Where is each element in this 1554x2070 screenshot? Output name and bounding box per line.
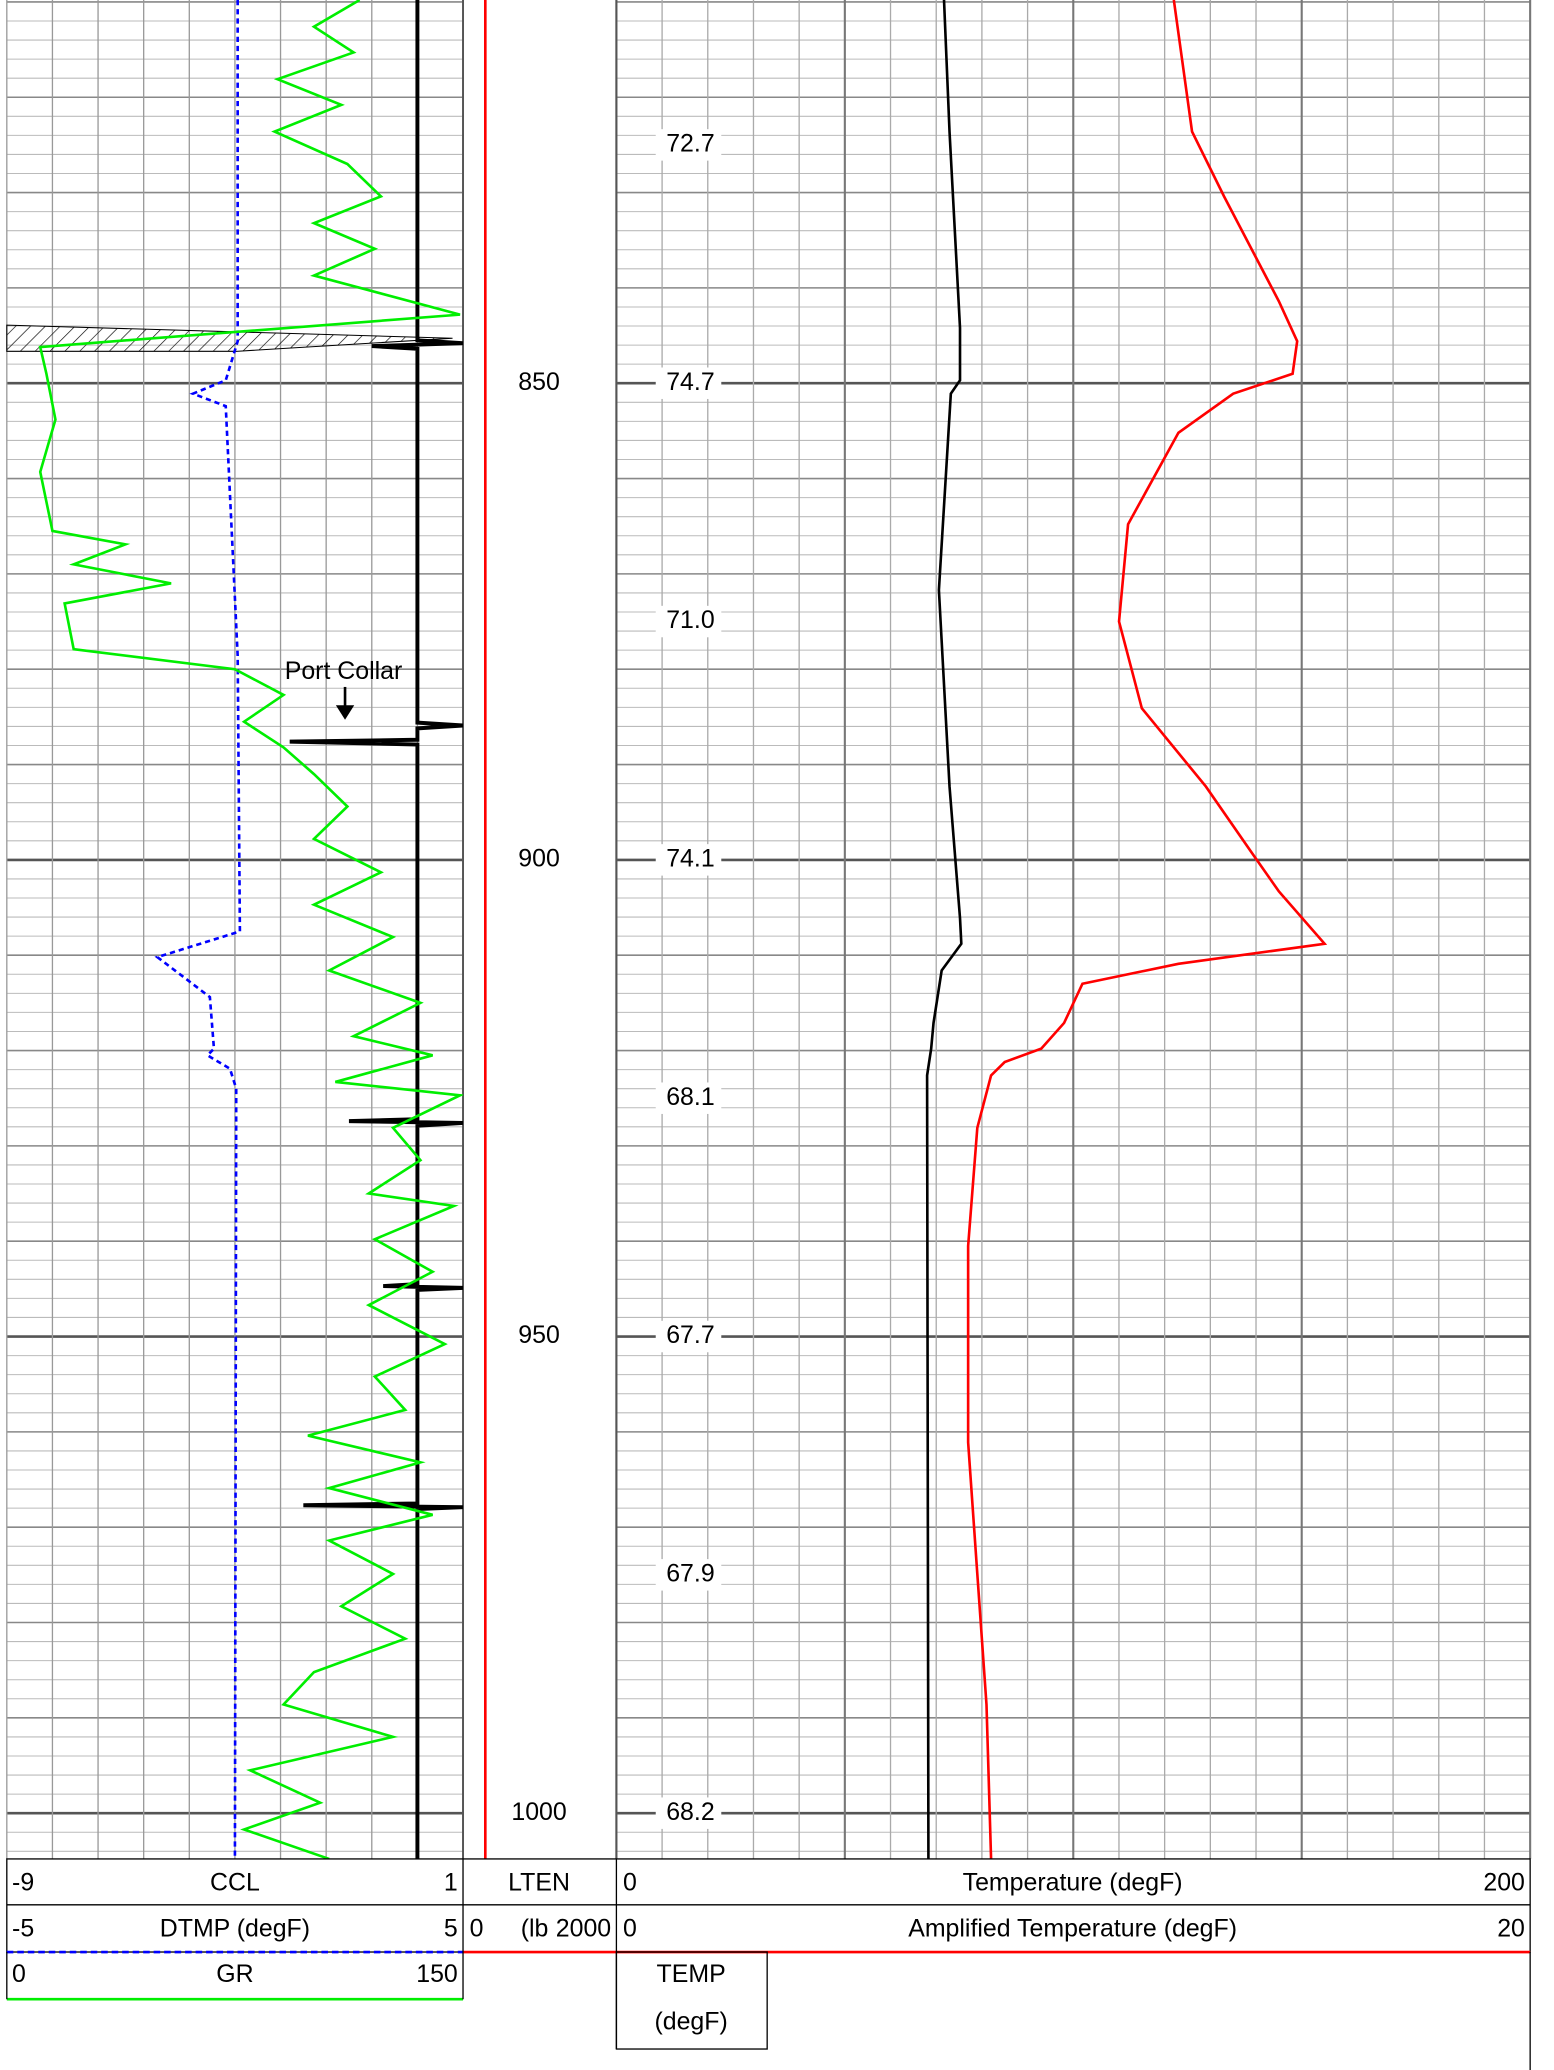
scale-max: 150 bbox=[416, 1960, 458, 1988]
scale-min: 0 bbox=[623, 1914, 637, 1942]
curve bbox=[289, 0, 464, 1859]
temp-label: 67.9 bbox=[666, 1559, 714, 1587]
hatched-fill bbox=[6, 324, 453, 352]
temp-label-bg bbox=[655, 1320, 722, 1353]
depth-label-bg bbox=[504, 1320, 574, 1353]
temp-label: 67.7 bbox=[666, 1321, 714, 1349]
temp-label-bg bbox=[655, 1559, 722, 1591]
temp-label: 74.1 bbox=[666, 844, 714, 872]
temp-box-label: TEMP bbox=[657, 1960, 726, 1988]
scale-min: 0 bbox=[12, 1960, 26, 1988]
scale-max: 200 bbox=[1483, 1868, 1525, 1896]
annotation: Port Collar bbox=[285, 657, 403, 685]
temp-label-bg bbox=[655, 1797, 722, 1829]
temp-label-bg bbox=[655, 367, 722, 399]
scale-max: 20 bbox=[1497, 1914, 1525, 1942]
curve-name: Amplified Temperature (degF) bbox=[908, 1914, 1237, 1942]
depth-label: 900 bbox=[518, 844, 560, 872]
temp-label-bg bbox=[655, 1082, 722, 1114]
scale-min: 0 bbox=[470, 1914, 484, 1942]
depth-label-bg bbox=[504, 844, 574, 876]
temp-label: 74.7 bbox=[666, 368, 714, 396]
curves bbox=[38, 0, 1328, 1859]
temp-label-bg bbox=[655, 605, 722, 638]
temp-label: 72.7 bbox=[666, 129, 714, 157]
scale-max: 1 bbox=[444, 1868, 458, 1896]
temp-label: 68.1 bbox=[666, 1083, 714, 1111]
scale-max: 2000 bbox=[556, 1914, 611, 1942]
scale-min: -9 bbox=[12, 1868, 34, 1896]
temp-label: 71.0 bbox=[666, 606, 714, 634]
curve-name: GR bbox=[216, 1960, 253, 1988]
depth-label: 850 bbox=[518, 368, 560, 396]
curve-name: DTMP (degF) bbox=[160, 1914, 310, 1942]
temp-label-bg bbox=[655, 129, 722, 161]
annotation-arrowhead bbox=[335, 705, 355, 720]
depth-label-bg bbox=[504, 367, 574, 399]
curve-name: CCL bbox=[210, 1868, 260, 1896]
labels: 850 900 950 1000 72.7 74.7 71.0 74.1 68.1 67.7 67.… bbox=[504, 129, 722, 1829]
temp-box bbox=[615, 1951, 768, 2050]
header: TEMP (degF) -9 CCL 1-5 DTMP (degF) 50 GR 150LT… bbox=[6, 1858, 1531, 2070]
temp-label-bg bbox=[655, 844, 722, 876]
depth-label-bg bbox=[504, 1797, 574, 1829]
scale-max: 5 bbox=[444, 1914, 458, 1942]
depth-label: 950 bbox=[518, 1321, 560, 1349]
curve bbox=[154, 0, 242, 1859]
curve-unit: (lb bbox=[521, 1914, 549, 1942]
curve-name: Temperature (degF) bbox=[963, 1868, 1183, 1896]
temp-box-unit: (degF) bbox=[654, 2007, 727, 2035]
scale-min: -5 bbox=[12, 1914, 34, 1942]
curve bbox=[925, 0, 963, 1859]
curve-name: LTEN bbox=[508, 1868, 570, 1896]
curve bbox=[966, 0, 1328, 1859]
scale-min: 0 bbox=[623, 1868, 637, 1896]
depth-label: 1000 bbox=[511, 1798, 566, 1826]
temp-label: 68.2 bbox=[666, 1798, 714, 1826]
curve bbox=[38, 0, 464, 1859]
